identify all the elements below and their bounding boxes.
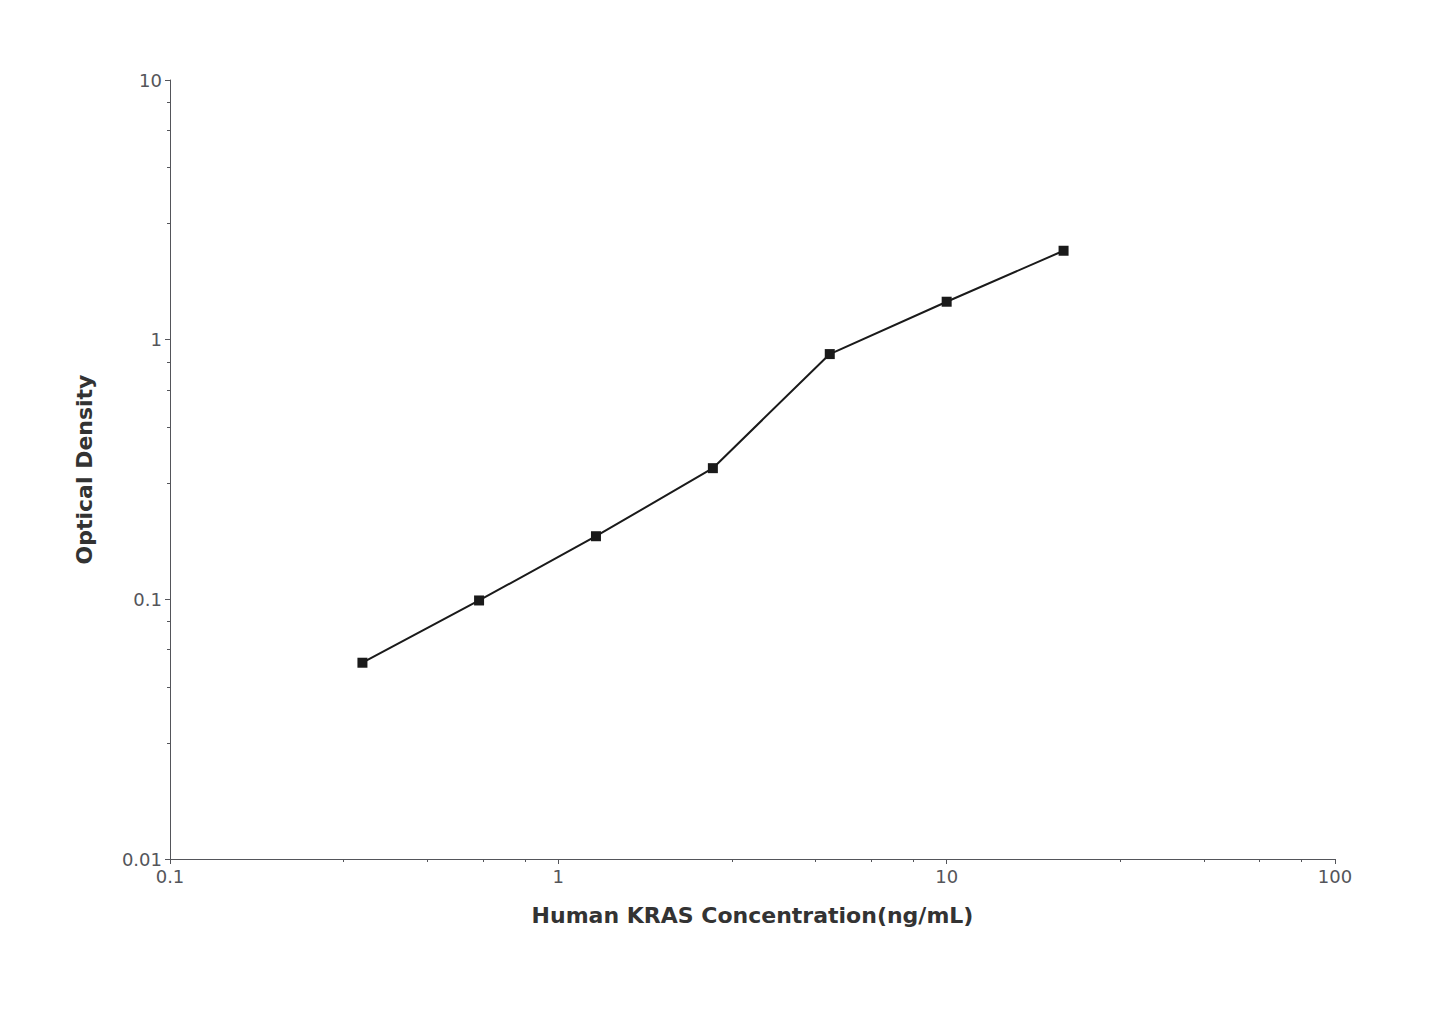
svg-text:0.1: 0.1 (133, 589, 162, 610)
svg-text:1: 1 (553, 866, 564, 887)
svg-text:10: 10 (139, 70, 162, 91)
svg-text:10: 10 (935, 866, 958, 887)
svg-text:0.01: 0.01 (121, 848, 162, 870)
svg-text:0.1: 0.1 (156, 866, 185, 887)
svg-text:1: 1 (151, 329, 162, 350)
svg-text:100: 100 (1318, 866, 1352, 887)
svg-text:Human KRAS Concentration(ng/mL: Human KRAS Concentration(ng/mL) (532, 903, 974, 928)
svg-text:Optical Density: Optical Density (72, 375, 97, 565)
